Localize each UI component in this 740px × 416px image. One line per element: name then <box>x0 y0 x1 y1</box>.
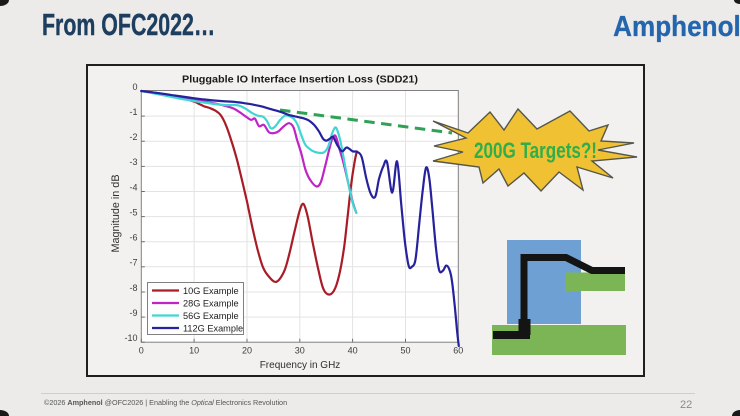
svg-text:10: 10 <box>189 346 199 356</box>
svg-text:200G Targets?!: 200G Targets?! <box>474 138 597 163</box>
svg-text:-6: -6 <box>129 233 137 243</box>
svg-text:28G Example: 28G Example <box>183 298 239 308</box>
svg-text:0: 0 <box>139 346 144 356</box>
svg-text:-5: -5 <box>129 207 137 217</box>
svg-text:112G Example: 112G Example <box>183 323 243 333</box>
svg-text:50: 50 <box>400 346 410 356</box>
svg-text:20: 20 <box>242 346 252 356</box>
svg-text:-10: -10 <box>124 333 137 343</box>
svg-text:-9: -9 <box>129 308 137 318</box>
svg-text:-3: -3 <box>129 157 137 167</box>
svg-text:Pluggable IO Interface Inserti: Pluggable IO Interface Insertion Loss (S… <box>182 74 418 86</box>
svg-text:30: 30 <box>295 346 305 356</box>
svg-text:60: 60 <box>453 346 463 356</box>
svg-text:Frequency in GHz: Frequency in GHz <box>260 360 341 371</box>
svg-text:-4: -4 <box>129 182 137 192</box>
svg-text:10G Example: 10G Example <box>183 286 239 296</box>
svg-text:40: 40 <box>348 346 358 356</box>
svg-text:56G Example: 56G Example <box>183 311 239 321</box>
svg-text:-7: -7 <box>129 258 137 268</box>
svg-text:0: 0 <box>132 82 137 92</box>
svg-text:-8: -8 <box>129 283 137 293</box>
svg-text:-1: -1 <box>129 107 137 117</box>
svg-text:Magnitude in dB: Magnitude in dB <box>110 174 122 252</box>
svg-text:-2: -2 <box>129 132 137 142</box>
